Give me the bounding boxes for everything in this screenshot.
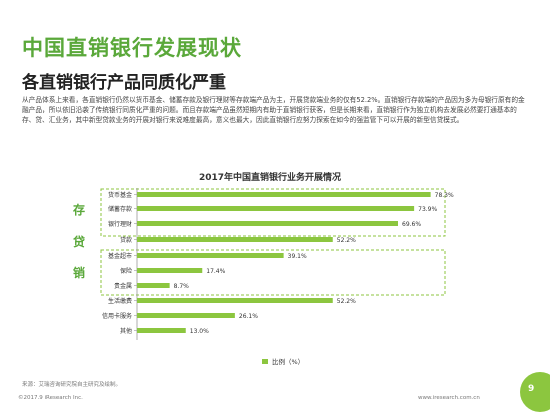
bar: [137, 253, 284, 258]
value-label: 69.6%: [402, 221, 421, 228]
category-label: 贷款: [120, 236, 132, 244]
value-label: 52.2%: [337, 237, 356, 244]
page-number-badge: 9: [520, 372, 550, 412]
bar: [137, 221, 398, 226]
value-label: 13.0%: [190, 328, 209, 335]
bar: [137, 237, 333, 242]
bar: [137, 298, 333, 303]
value-label: 73.9%: [418, 206, 437, 213]
legend-swatch: [262, 359, 268, 364]
bar: [137, 283, 170, 288]
group-box-deposit: [100, 188, 446, 237]
bar: [137, 206, 415, 211]
value-label: 39.1%: [288, 253, 307, 260]
category-label: 贵金属: [114, 282, 132, 290]
category-label: 储蓄存款: [108, 205, 132, 213]
value-label: 26.1%: [239, 313, 258, 320]
value-label: 78.3%: [435, 192, 454, 199]
website: www.iresearch.com.cn: [418, 395, 480, 401]
category-label: 生活缴费: [108, 297, 132, 305]
group-label-deposit: 存: [72, 202, 85, 217]
bar: [137, 328, 186, 333]
group-label-remit: 销: [73, 265, 85, 280]
page-title: 中国直销银行发展现状: [22, 36, 242, 60]
bar: [137, 268, 203, 273]
category-label: 其他: [120, 327, 132, 335]
body-paragraph: 从产品体系上来看，各直销银行仍然以货币基金、储蓄存款及银行理财等存款端产品为主，…: [22, 96, 525, 124]
copyright: ©2017.9 iResearch Inc.: [18, 395, 83, 401]
page-subtitle: 各直销银行产品同质化严重: [22, 73, 226, 93]
category-label: 信用卡服务: [102, 312, 132, 320]
category-label: 银行理财: [108, 220, 132, 228]
value-label: 8.7%: [174, 283, 190, 290]
page-number: 9: [528, 384, 535, 394]
group-box-remit: [100, 249, 446, 296]
category-label: 货币基金: [108, 191, 132, 199]
top-bar: [0, 0, 550, 6]
chart-title: 2017年中国直销银行业务开展情况: [199, 171, 341, 183]
group-label-loan: 贷: [73, 234, 85, 249]
bar: [137, 313, 235, 318]
category-label: 基金超市: [108, 252, 132, 260]
value-label: 17.4%: [206, 268, 225, 275]
bar: [137, 192, 431, 197]
category-label: 保险: [120, 267, 132, 275]
source-note: 来源：艾瑞咨询研究院自主研究及绘制。: [22, 382, 122, 388]
value-label: 52.2%: [337, 298, 356, 305]
legend-label: 比例（%）: [272, 357, 304, 366]
